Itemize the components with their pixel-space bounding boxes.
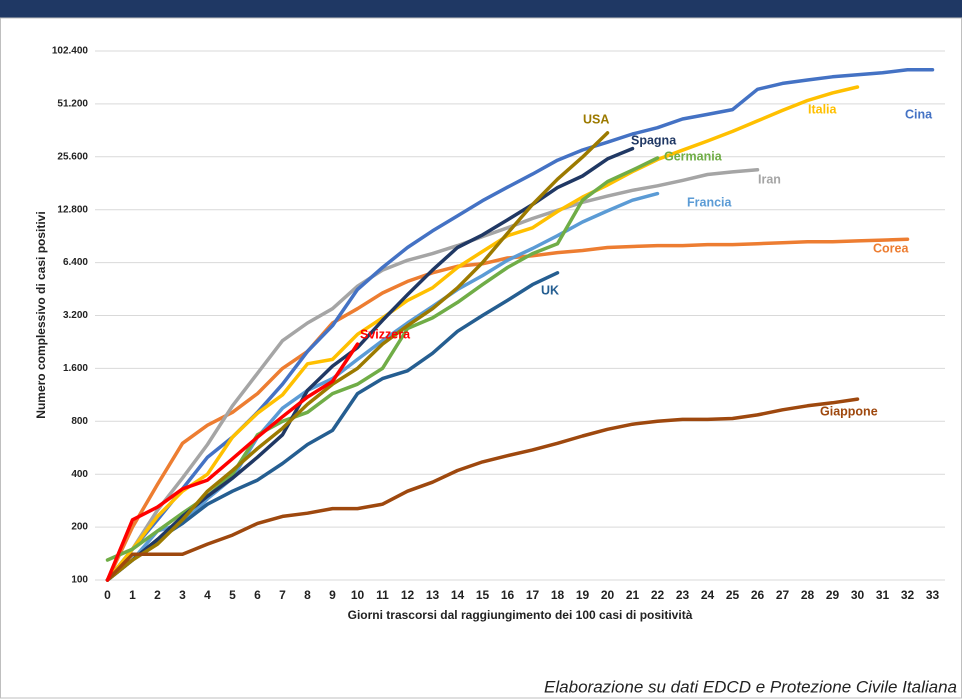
x-tick-label: 19 bbox=[576, 588, 590, 602]
y-tick-label: 25.600 bbox=[57, 151, 88, 162]
x-tick-label: 23 bbox=[676, 588, 690, 602]
x-tick-label: 16 bbox=[501, 588, 515, 602]
y-tick-label: 200 bbox=[71, 522, 88, 533]
x-tick-label: 4 bbox=[204, 588, 211, 602]
x-tick-label: 25 bbox=[726, 588, 740, 602]
series-label: Iran bbox=[758, 172, 781, 186]
x-tick-label: 12 bbox=[401, 588, 415, 602]
series-line bbox=[105, 237, 910, 582]
series-label: Svizzera bbox=[360, 327, 411, 341]
y-tick-label: 800 bbox=[71, 416, 88, 427]
series-line bbox=[105, 271, 560, 582]
series-label: Spagna bbox=[631, 133, 677, 147]
y-tick-label: 12.800 bbox=[57, 204, 88, 215]
series-line bbox=[105, 68, 935, 582]
x-tick-label: 29 bbox=[826, 588, 840, 602]
x-tick-label: 13 bbox=[426, 588, 440, 602]
series-line bbox=[105, 397, 860, 582]
x-tick-label: 33 bbox=[926, 588, 940, 602]
x-tick-label: 0 bbox=[104, 588, 111, 602]
x-tick-label: 28 bbox=[801, 588, 815, 602]
x-tick-label: 9 bbox=[329, 588, 336, 602]
x-tick-label: 30 bbox=[851, 588, 865, 602]
series-label: Corea bbox=[873, 241, 909, 255]
series-line bbox=[105, 131, 610, 582]
x-tick-label: 11 bbox=[376, 588, 389, 602]
x-tick-label: 22 bbox=[651, 588, 665, 602]
x-tick-label: 3 bbox=[179, 588, 186, 602]
series-label: Germania bbox=[664, 149, 723, 163]
x-tick-label: 5 bbox=[229, 588, 236, 602]
series-line bbox=[105, 342, 360, 582]
y-tick-label: 400 bbox=[71, 469, 88, 480]
header-bar bbox=[0, 0, 962, 18]
x-tick-label: 8 bbox=[304, 588, 311, 602]
series-label: Cina bbox=[905, 107, 933, 121]
y-axis-label: Numero complessivo di casi positivi bbox=[34, 211, 48, 418]
x-axis-label: Giorni trascorsi dal raggiungimento dei … bbox=[348, 608, 693, 622]
y-tick-label: 102.400 bbox=[52, 46, 89, 57]
x-tick-label: 7 bbox=[279, 588, 286, 602]
x-tick-label: 2 bbox=[154, 588, 161, 602]
series-line bbox=[105, 85, 860, 582]
x-tick-label: 32 bbox=[901, 588, 915, 602]
y-tick-label: 6.400 bbox=[63, 257, 88, 268]
x-tick-label: 18 bbox=[551, 588, 565, 602]
series-label: Francia bbox=[687, 195, 733, 209]
x-tick-label: 15 bbox=[476, 588, 490, 602]
x-tick-label: 31 bbox=[876, 588, 890, 602]
x-tick-label: 24 bbox=[701, 588, 715, 602]
series-label: Giappone bbox=[820, 404, 878, 418]
y-tick-label: 51.200 bbox=[57, 99, 88, 110]
y-tick-label: 1.600 bbox=[63, 363, 88, 374]
x-tick-label: 1 bbox=[129, 588, 136, 602]
x-tick-label: 21 bbox=[626, 588, 640, 602]
series-label: Italia bbox=[808, 102, 838, 116]
x-tick-label: 14 bbox=[451, 588, 465, 602]
source-note: Elaborazione su dati EDCD e Protezione C… bbox=[544, 677, 957, 696]
series-label: UK bbox=[541, 283, 559, 297]
x-tick-label: 20 bbox=[601, 588, 615, 602]
x-tick-label: 10 bbox=[351, 588, 365, 602]
series-line bbox=[105, 168, 760, 582]
series-label: USA bbox=[583, 112, 609, 126]
x-tick-label: 26 bbox=[751, 588, 765, 602]
x-tick-label: 17 bbox=[526, 588, 540, 602]
y-tick-label: 100 bbox=[71, 575, 88, 586]
series-line bbox=[105, 156, 660, 562]
y-tick-label: 3.200 bbox=[63, 310, 88, 321]
x-tick-label: 27 bbox=[776, 588, 790, 602]
x-tick-label: 6 bbox=[254, 588, 261, 602]
